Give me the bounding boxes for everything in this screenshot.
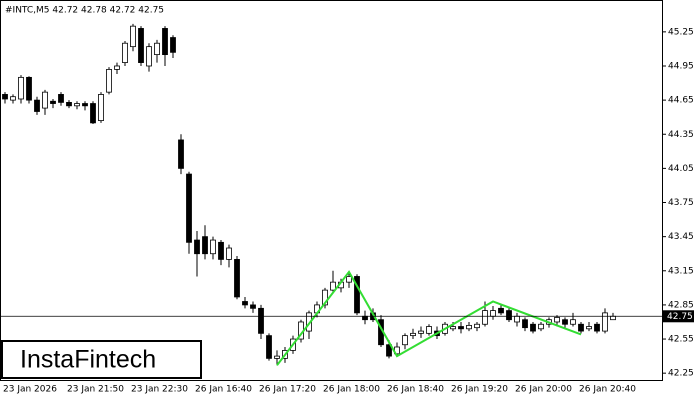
candle-body (98, 94, 104, 121)
candle-body (266, 335, 272, 359)
candle-body (466, 324, 472, 330)
x-tick-label: 26 Jan 20:40 (579, 385, 636, 395)
x-tick-label: 26 Jan 17:20 (259, 385, 316, 395)
candle-body (226, 247, 232, 260)
y-tick-label: 44.05 (668, 164, 694, 174)
candle-body (554, 317, 560, 323)
candle-body (2, 94, 8, 100)
candle-body (162, 28, 168, 56)
candle-body (482, 310, 488, 325)
x-tick-label: 26 Jan 20:00 (515, 385, 572, 395)
candle-body (250, 304, 256, 309)
logo-box (1, 340, 202, 379)
logo: InstaFintech (20, 346, 156, 374)
x-tick-label: 23 Jan 21:50 (67, 385, 124, 395)
candle-body (90, 103, 96, 124)
y-tick-label: 44.35 (668, 130, 694, 140)
price-label: 42.75 (667, 312, 693, 322)
x-tick-label: 26 Jan 18:40 (387, 385, 444, 395)
price-label-box (663, 310, 694, 323)
candle-body (498, 307, 504, 314)
candle-body (18, 76, 24, 100)
candle-body (50, 100, 56, 104)
pattern-line (276, 270, 582, 366)
candle-body (354, 276, 360, 314)
candle-body (114, 65, 120, 70)
candle-body (178, 139, 184, 169)
candle-body (514, 315, 520, 323)
candle-body (154, 42, 160, 56)
candle-body (426, 326, 432, 334)
candle-body (602, 312, 608, 332)
candle-body (506, 310, 512, 321)
x-tick-label: 26 Jan 19:20 (451, 385, 508, 395)
candle-body (106, 69, 112, 93)
x-tick-label: 26 Jan 18:00 (323, 385, 380, 395)
plot-frame (0, 0, 663, 381)
candle-body (10, 96, 16, 101)
candle-body (458, 326, 464, 330)
candle-body (170, 37, 176, 53)
candle-body (242, 301, 248, 306)
candle-body (570, 319, 576, 325)
y-tick-label: 45.25 (668, 27, 694, 37)
candle-body (450, 326, 456, 330)
candle-body (530, 323, 536, 332)
x-tick-label: 23 Jan 2026 (3, 385, 57, 395)
candle-body (66, 101, 72, 107)
candle-body (610, 315, 616, 321)
candle-body (386, 344, 392, 357)
candle-body (122, 42, 128, 63)
candle-body (146, 46, 152, 67)
candle-body (578, 323, 584, 332)
y-tick-label: 42.85 (668, 300, 694, 310)
candle-body (194, 239, 200, 255)
candle-body (474, 323, 480, 329)
x-tick-label: 26 Jan 16:40 (195, 385, 252, 395)
candle-body (418, 330, 424, 334)
candle-body (202, 236, 208, 255)
candle-body (522, 319, 528, 329)
candle-body (586, 326, 592, 330)
candle-body (234, 259, 240, 298)
y-tick-label: 43.15 (668, 266, 694, 276)
candle-body (402, 335, 408, 346)
candle-body (42, 91, 48, 109)
candle-body (330, 281, 336, 291)
candle-body (538, 323, 544, 330)
candle-body (346, 276, 352, 283)
y-tick-label: 43.75 (668, 198, 694, 208)
chart-title: #INTC,M5 42.72 42.78 42.72 42.75 (5, 6, 164, 16)
y-tick-label: 44.95 (668, 61, 694, 71)
candle-body (258, 307, 264, 334)
y-tick-label: 42.25 (668, 369, 694, 379)
candle-body (138, 28, 144, 63)
candle-body (82, 103, 88, 107)
candle-body (210, 239, 216, 255)
x-tick-label: 23 Jan 22:30 (131, 385, 188, 395)
candle-body (26, 76, 32, 101)
candle-body (34, 99, 40, 112)
y-tick-label: 43.45 (668, 232, 694, 242)
y-tick-label: 42.55 (668, 335, 694, 345)
candle-body (186, 173, 192, 243)
y-tick-label: 44.65 (668, 96, 694, 106)
candle-body (410, 332, 416, 337)
candle-body (562, 319, 568, 325)
candle-body (74, 103, 80, 107)
candle-body (322, 289, 328, 306)
candle-body (594, 323, 600, 332)
candle-body (130, 25, 136, 48)
candle-body (274, 355, 280, 359)
candle-body (362, 315, 368, 321)
candle-body (58, 94, 64, 103)
candle-body (490, 310, 496, 317)
candle-body (218, 241, 224, 260)
